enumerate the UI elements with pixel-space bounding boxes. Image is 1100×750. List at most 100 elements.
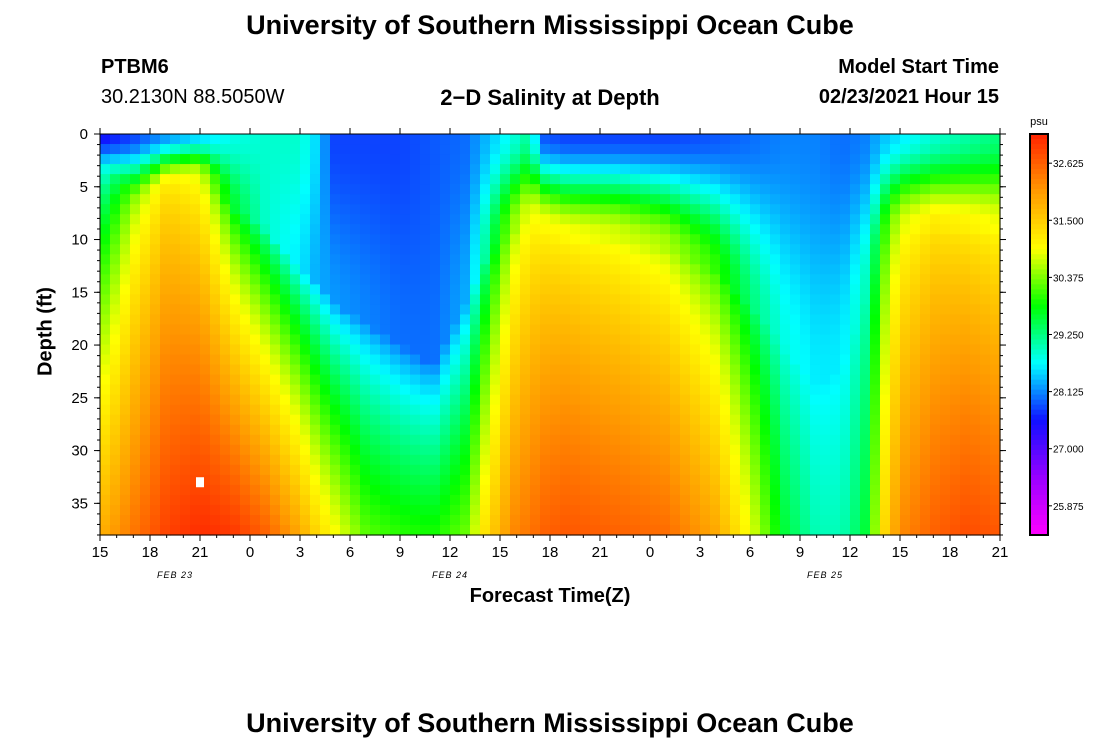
heatmap-cell [100,494,111,506]
heatmap-cell [410,514,421,526]
heatmap-cell [590,174,601,185]
heatmap-cell [460,144,471,155]
heatmap-cell [290,514,301,526]
heatmap-cell [520,394,531,406]
heatmap-cell [100,484,111,496]
heatmap-cell [740,164,751,175]
heatmap-cell [100,394,111,406]
heatmap-cell [710,224,721,235]
heatmap-cell [630,184,641,195]
heatmap-cell [900,354,911,366]
heatmap-cell [490,154,501,165]
heatmap-cell [360,204,371,215]
heatmap-cell [680,524,691,536]
heatmap-cell [860,374,871,386]
heatmap-cell [300,484,311,496]
heatmap-cell [250,314,261,326]
heatmap-cell [390,344,401,356]
heatmap-cell [460,164,471,175]
heatmap-cell [190,374,201,386]
heatmap-cell [360,464,371,476]
heatmap-cell [690,464,701,476]
heatmap-cell [280,374,291,386]
heatmap-cell [350,374,361,386]
heatmap-cell [180,394,191,406]
heatmap-cell [970,494,981,506]
heatmap-cell [840,424,851,436]
heatmap-cell [110,204,121,215]
heatmap-cell [330,524,341,536]
heatmap-cell [160,394,171,406]
x-tick-label: 18 [942,544,959,561]
heatmap-cell [160,224,171,235]
heatmap-cell [870,284,881,296]
colorbar-segment [1030,439,1048,446]
heatmap-cell [110,354,121,366]
heatmap-cell [880,404,891,416]
heatmap-cell [640,524,651,536]
heatmap-cell [320,484,331,496]
heatmap-cell [180,324,191,336]
heatmap-cell [490,364,501,376]
heatmap-cell [120,254,131,265]
heatmap-cell [860,234,871,245]
heatmap-cell [170,364,181,376]
heatmap-cell [200,254,211,265]
heatmap-cell [800,484,811,496]
heatmap-cell [610,204,621,215]
heatmap-cell [880,304,891,316]
heatmap-cell [610,224,621,235]
heatmap-cell [160,384,171,396]
heatmap-cell [940,344,951,356]
colorbar-segment [1030,464,1048,471]
heatmap-cell [630,334,641,346]
heatmap-cell [890,354,901,366]
heatmap-cell [980,394,991,406]
heatmap-cell [960,294,971,306]
heatmap-cell [390,524,401,536]
heatmap-cell [770,394,781,406]
heatmap-cell [240,454,251,466]
heatmap-cell [640,214,651,225]
heatmap-cell [990,164,1001,175]
heatmap-cell [570,174,581,185]
heatmap-cell [520,344,531,356]
heatmap-cell [640,284,651,296]
heatmap-cell [410,324,421,336]
heatmap-cell [900,464,911,476]
heatmap-cell [750,264,761,275]
heatmap-cell [730,434,741,446]
heatmap-cell [810,294,821,306]
heatmap-cell [970,164,981,175]
heatmap-cell [960,404,971,416]
heatmap-cell [720,194,731,205]
heatmap-cell [780,354,791,366]
heatmap-cell [330,484,341,496]
heatmap-cell [640,234,651,245]
heatmap-cell [530,144,541,155]
heatmap-cell [760,404,771,416]
heatmap-cell [320,454,331,466]
heatmap-cell [340,434,351,446]
heatmap-cell [420,174,431,185]
heatmap-cell [920,524,931,536]
heatmap-cell [630,264,641,275]
heatmap-cell [240,264,251,275]
heatmap-cell [640,454,651,466]
heatmap-cell [470,334,481,346]
heatmap-cell [980,494,991,506]
heatmap-cell [210,164,221,175]
colorbar-segment [1030,199,1048,205]
heatmap-cell [940,374,951,386]
heatmap-cell [840,254,851,265]
heatmap-cell [310,484,321,496]
heatmap-cell [230,524,241,536]
heatmap-cell [400,414,411,426]
heatmap-cell [660,414,671,426]
heatmap-cell [990,244,1001,255]
heatmap-cell [930,504,941,516]
heatmap-cell [460,434,471,446]
heatmap-cell [540,234,551,245]
heatmap-cell [750,184,761,195]
heatmap-cell [980,364,991,376]
